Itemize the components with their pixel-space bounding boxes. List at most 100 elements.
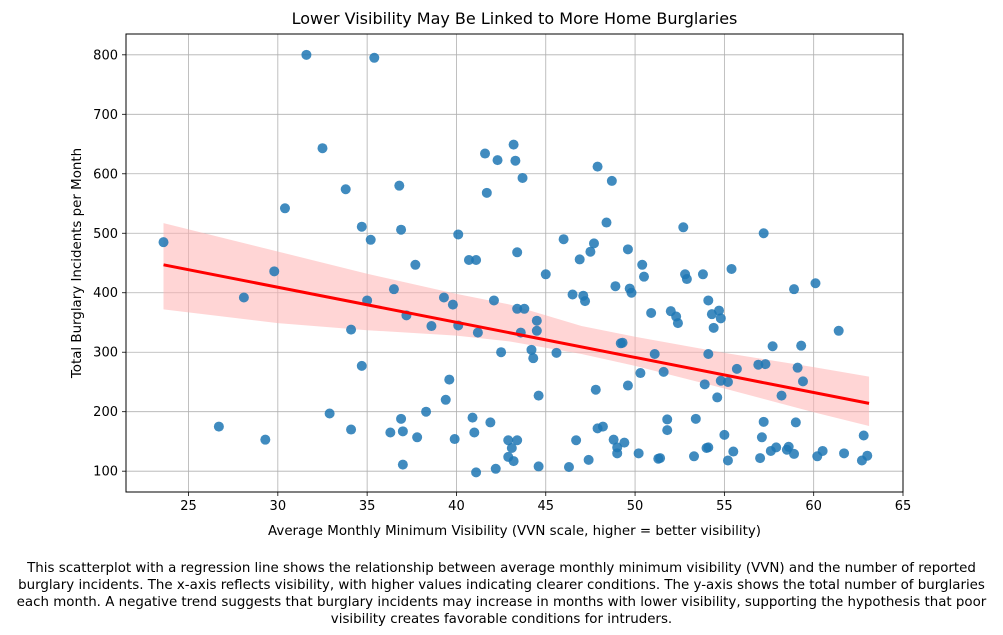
data-point <box>481 187 492 198</box>
data-point <box>508 139 519 150</box>
data-point <box>703 349 714 360</box>
data-point <box>622 244 633 255</box>
data-point <box>260 434 271 445</box>
data-point <box>512 435 523 446</box>
data-point <box>585 246 596 257</box>
data-point <box>728 446 739 457</box>
data-point <box>567 289 578 300</box>
data-point <box>703 295 714 306</box>
data-point <box>789 448 800 459</box>
x-tick-label: 45 <box>537 499 554 514</box>
data-point <box>722 376 733 387</box>
data-point <box>817 445 828 456</box>
x-tick-label: 55 <box>716 499 733 514</box>
data-point <box>758 416 769 427</box>
data-point <box>612 448 623 459</box>
data-point <box>619 437 630 448</box>
data-point <box>279 203 290 214</box>
data-point <box>635 368 646 379</box>
x-tick-label: 25 <box>180 499 197 514</box>
confidence-band <box>163 223 870 426</box>
data-point <box>610 281 621 292</box>
data-point <box>213 421 224 432</box>
data-point <box>790 417 801 428</box>
data-point <box>697 269 708 280</box>
data-point <box>646 307 657 318</box>
data-point <box>796 340 807 351</box>
data-point <box>533 461 544 472</box>
data-point <box>722 455 733 466</box>
data-point <box>467 412 478 423</box>
data-point <box>396 413 407 424</box>
data-point <box>238 292 249 303</box>
data-point <box>783 441 794 452</box>
x-tick-label: 60 <box>805 499 822 514</box>
data-point <box>753 359 764 370</box>
chart-caption: This scatterplot with a regression line … <box>16 561 987 627</box>
data-point <box>703 442 714 453</box>
data-point <box>571 435 582 446</box>
data-point <box>426 321 437 332</box>
data-point <box>771 442 782 453</box>
data-point <box>471 467 482 478</box>
data-point <box>508 456 519 467</box>
data-point <box>397 426 408 437</box>
data-point <box>317 143 328 154</box>
data-point <box>540 269 551 280</box>
data-point <box>672 318 683 329</box>
axis-ticks: 25 30 35 40 45 50 55 60 65 100 200 300 400 500 600 700 8… <box>93 48 911 514</box>
data-point <box>397 459 408 470</box>
y-tick-label: 700 <box>93 108 118 123</box>
data-point <box>633 448 644 459</box>
data-point <box>517 172 528 183</box>
data-point <box>269 266 280 277</box>
data-point <box>622 380 633 391</box>
data-point <box>690 413 701 424</box>
data-point <box>588 238 599 249</box>
data-point <box>731 363 742 374</box>
data-point <box>715 313 726 324</box>
data-point <box>385 427 396 438</box>
data-point <box>410 259 421 270</box>
data-point <box>658 366 669 377</box>
data-point <box>712 392 723 403</box>
data-point <box>758 228 769 239</box>
data-point <box>356 221 367 232</box>
data-point <box>346 324 357 335</box>
data-point <box>421 406 432 417</box>
data-point <box>340 184 351 195</box>
data-point <box>512 303 523 314</box>
data-point <box>563 462 574 473</box>
data-point <box>531 325 542 336</box>
x-tick-label: 30 <box>270 499 287 514</box>
grid-lines <box>126 34 904 492</box>
data-points <box>158 49 873 478</box>
y-tick-label: 400 <box>93 286 118 301</box>
data-point <box>469 427 480 438</box>
data-point <box>453 229 464 240</box>
regression-line <box>163 263 870 405</box>
data-point <box>833 325 844 336</box>
y-tick-label: 800 <box>93 48 118 63</box>
y-tick-label: 500 <box>93 227 118 242</box>
y-tick-label: 300 <box>93 346 118 361</box>
data-point <box>678 222 689 233</box>
data-point <box>662 414 673 425</box>
data-point <box>496 347 507 358</box>
chart-title: Lower Visibility May Be Linked to More H… <box>292 9 738 28</box>
data-point <box>490 463 501 474</box>
data-point <box>583 454 594 465</box>
data-point <box>699 379 710 390</box>
data-point <box>388 284 399 295</box>
data-point <box>369 52 380 63</box>
data-point <box>519 303 530 314</box>
data-point <box>472 327 483 338</box>
data-point <box>574 254 585 265</box>
data-point <box>858 430 869 441</box>
data-point <box>510 155 521 166</box>
scatter-chart: Lower Visibility May Be Linked to More H… <box>70 9 911 539</box>
data-point <box>463 255 474 266</box>
data-point <box>396 224 407 235</box>
data-point <box>655 453 666 464</box>
data-point <box>506 442 517 453</box>
